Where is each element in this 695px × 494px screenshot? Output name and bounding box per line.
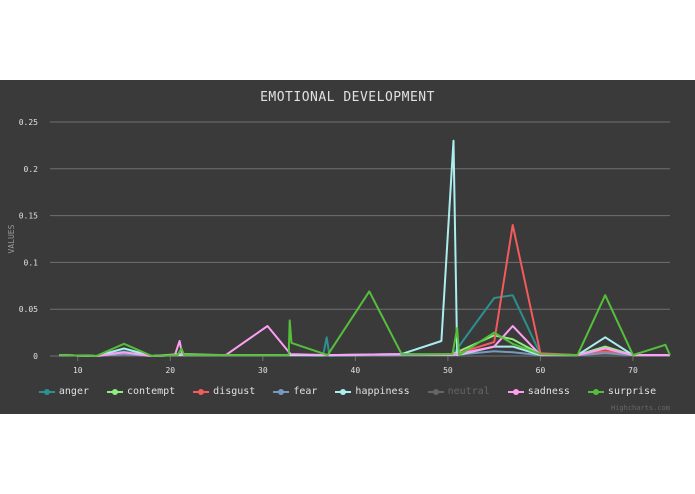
legend: anger contempt disgust fear happiness neutral… — [0, 386, 695, 397]
legend-label: sadness — [527, 386, 570, 397]
legend-item-sadness[interactable]: sadness — [507, 386, 570, 397]
legend-swatch — [507, 388, 524, 396]
legend-label: neutral — [447, 386, 490, 397]
legend-swatch — [107, 388, 123, 396]
legend-swatch — [273, 388, 290, 396]
legend-label: happiness — [355, 386, 410, 397]
legend-item-neutral[interactable]: neutral — [427, 386, 490, 397]
x-tick-label: 70 — [628, 366, 638, 375]
x-tick-label: 60 — [536, 366, 546, 375]
y-tick-label: 0.2 — [24, 165, 39, 174]
series-line-happiness — [59, 139, 670, 357]
legend-item-anger[interactable]: anger — [38, 386, 89, 397]
chart-panel: 0 0.05 0.1 0.15 0.2 0.25 10 20 30 40 50 60 70 VALUES … — [0, 80, 695, 414]
legend-swatch — [38, 388, 55, 396]
y-tick-label: 0.15 — [19, 212, 38, 221]
legend-swatch — [587, 388, 604, 396]
chart-svg: 0 0.05 0.1 0.15 0.2 0.25 10 20 30 40 50 60 70 VALUES — [7, 118, 671, 375]
x-tick-label: 40 — [351, 366, 361, 375]
legend-item-happiness[interactable]: happiness — [335, 386, 410, 397]
y-axis-label: VALUES — [7, 224, 16, 253]
legend-label: surprise — [607, 386, 657, 397]
chart-title: EMOTIONAL DEVELOPMENT — [260, 90, 435, 105]
y-tick-label: 0.25 — [19, 118, 38, 127]
y-tick-label: 0.1 — [24, 258, 39, 267]
series-line-disgust — [59, 224, 670, 357]
legend-swatch — [335, 388, 352, 396]
legend-label: disgust — [213, 386, 256, 397]
x-tick-label: 50 — [443, 366, 453, 375]
y-tick-label: 0.05 — [19, 305, 38, 314]
series-line-surprise — [59, 290, 671, 357]
legend-label: anger — [58, 386, 89, 397]
legend-swatch — [193, 388, 210, 396]
legend-item-fear[interactable]: fear — [273, 386, 317, 397]
series-line-anger — [59, 294, 670, 357]
x-tick-label: 30 — [258, 366, 268, 375]
legend-label: fear — [293, 386, 318, 397]
legend-item-disgust[interactable]: disgust — [193, 386, 255, 397]
legend-label: contempt — [127, 386, 176, 397]
x-tick-label: 10 — [73, 366, 83, 375]
legend-swatch — [427, 388, 444, 396]
legend-item-contempt[interactable]: contempt — [107, 386, 175, 397]
y-tick-label: 0 — [33, 352, 38, 361]
x-tick-label: 20 — [165, 366, 175, 375]
legend-item-surprise[interactable]: surprise — [587, 386, 657, 397]
credits-link[interactable]: Highcharts.com — [610, 404, 670, 412]
